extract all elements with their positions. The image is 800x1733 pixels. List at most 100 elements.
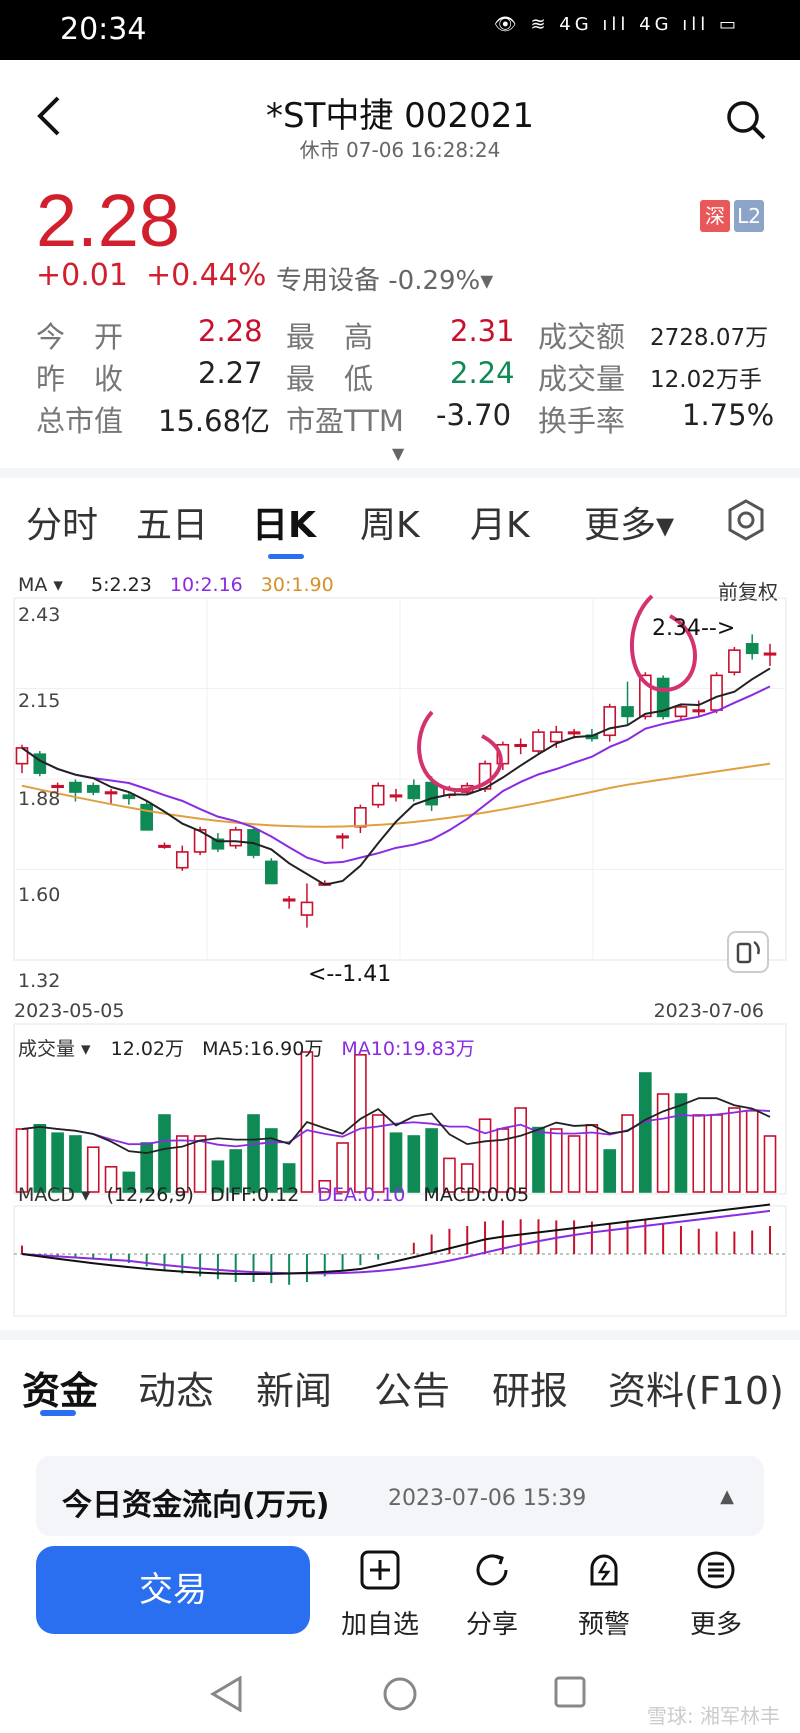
volume-bar [247,1114,260,1193]
candle-body [389,794,403,798]
chart-settings-icon[interactable] [724,498,768,546]
volume-bar [763,1135,777,1193]
volume-bar [122,1171,136,1193]
volume-bar [692,1114,706,1193]
alert-button[interactable]: 预警 [556,1544,652,1641]
y-label-bottom: 1.32 [18,970,61,992]
label-market-cap: 总市值 [36,404,124,438]
info-tab-underline [40,1410,76,1416]
tab-five-day[interactable]: 五日 [136,505,209,546]
collapse-icon[interactable]: ▲ [720,1486,734,1507]
macd-legend: MACD ▾ (12,26,9) DIFF:0.12 DEA:0.10 MACD… [18,1184,529,1206]
expand-quote-icon[interactable]: ▼ [392,444,405,463]
tab-f10[interactable]: 资料(F10) [608,1369,784,1413]
candle-body [728,649,741,674]
value-turnover: 1.75% [682,398,775,432]
candle-body [763,652,777,656]
candle-body [603,706,617,737]
y-label-3: 1.88 [18,788,61,810]
volume-bar [158,1114,171,1193]
value-open: 2.28 [198,314,263,348]
volume-bar [603,1149,617,1193]
volume-bar [460,1163,474,1193]
change-abs: +0.01 [36,258,128,293]
volume-bar [211,1160,225,1193]
tab-news[interactable]: 新闻 [256,1369,333,1413]
label-prev-close: 昨 收 [36,362,124,396]
level2-badge: L2 [734,200,764,232]
candle-body [514,743,527,748]
quote-row: 昨 收 2.27 最 低 2.24 成交量 12.02万手 [36,356,772,396]
candle-body [104,791,118,795]
status-time: 20:34 [60,12,147,47]
min-annotation: <--1.41 [308,962,392,987]
volume-bar [371,1114,385,1193]
candle-body [51,784,64,789]
change-pct: +0.44% [145,258,267,293]
volume-bar [425,1128,438,1193]
market-status: 休市 07-06 16:28:24 [299,138,501,162]
candle-body [371,784,385,806]
candle-body [211,838,225,850]
tab-research[interactable]: 研报 [492,1369,569,1413]
ma5-line [21,667,771,886]
section-divider [0,468,800,478]
candle-body [69,781,82,793]
y-label-2: 2.15 [18,690,61,712]
more-button[interactable]: 更多 [668,1544,764,1641]
volume-bar [728,1107,741,1193]
volume-bar [354,1053,367,1193]
candle-body [710,674,723,711]
volume-selector[interactable]: 成交量 ▾ [18,1038,91,1060]
adjust-mode[interactable]: 前复权 [718,580,778,604]
back-icon[interactable] [36,96,62,144]
quote-row: 总市值 15.68亿 市盈TTM -3.70 换手率 1.75% [36,398,775,438]
tab-more[interactable]: 更多▾ [584,505,675,546]
stock-title: *ST中捷 002021 [266,96,534,136]
fund-flow-date: 2023-07-06 15:39 [388,1486,587,1511]
y-label-top: 2.43 [18,604,61,626]
nav-home-icon[interactable] [382,1676,418,1716]
candle-body [496,743,510,765]
volume-bar [104,1165,118,1193]
alert-label: 预警 [577,1610,630,1640]
volume-bar [51,1132,64,1193]
search-icon[interactable] [726,100,766,144]
candle-body [532,731,545,752]
tab-announcements[interactable]: 公告 [374,1369,451,1413]
volume-bar [710,1114,723,1193]
tab-news-feed[interactable]: 动态 [138,1369,215,1413]
candle-body [549,731,563,743]
system-nav-bar [0,1656,800,1733]
share-icon [444,1544,540,1596]
kline-chart[interactable] [0,566,800,1326]
tab-daily-k[interactable]: 日K [252,505,316,546]
tab-monthly-k[interactable]: 月K [470,505,530,546]
share-button[interactable]: 分享 [444,1544,540,1641]
label-volume: 成交量 [538,362,626,396]
value-pe: -3.70 [436,398,512,432]
ma-selector[interactable]: MA ▾ [18,574,63,596]
x-label-start: 2023-05-05 [14,1000,125,1022]
candle-body [122,794,136,800]
macd-selector[interactable]: MACD ▾ [18,1184,91,1206]
nav-recents-icon[interactable] [554,1676,586,1712]
x-label-end: 2023-07-06 [653,1000,764,1022]
tab-funds[interactable]: 资金 [22,1369,99,1413]
candle-body [407,784,421,800]
macd-diff-line [21,1203,771,1275]
volume-bar [407,1135,421,1193]
trade-button[interactable]: 交易 [36,1546,310,1634]
action-bar: 交易 加自选 分享 预警 更多 [0,1536,800,1640]
candle-body [300,901,314,916]
fund-flow-card[interactable]: 今日资金流向(万元) 2023-07-06 15:39 ▲ [36,1456,764,1536]
nav-back-icon[interactable] [210,1675,244,1716]
tab-weekly-k[interactable]: 周K [360,505,420,546]
chart-tabs: 分时 五日 日K 周K 月K 更多▾ [0,496,800,556]
add-watchlist-button[interactable]: 加自选 [332,1544,428,1641]
candle-body [229,829,243,847]
sector-link[interactable]: 专用设备 -0.29%▾ [276,266,494,296]
tab-intraday[interactable]: 分时 [26,505,99,546]
rotate-icon[interactable] [726,930,770,978]
volume-bar [389,1132,403,1193]
